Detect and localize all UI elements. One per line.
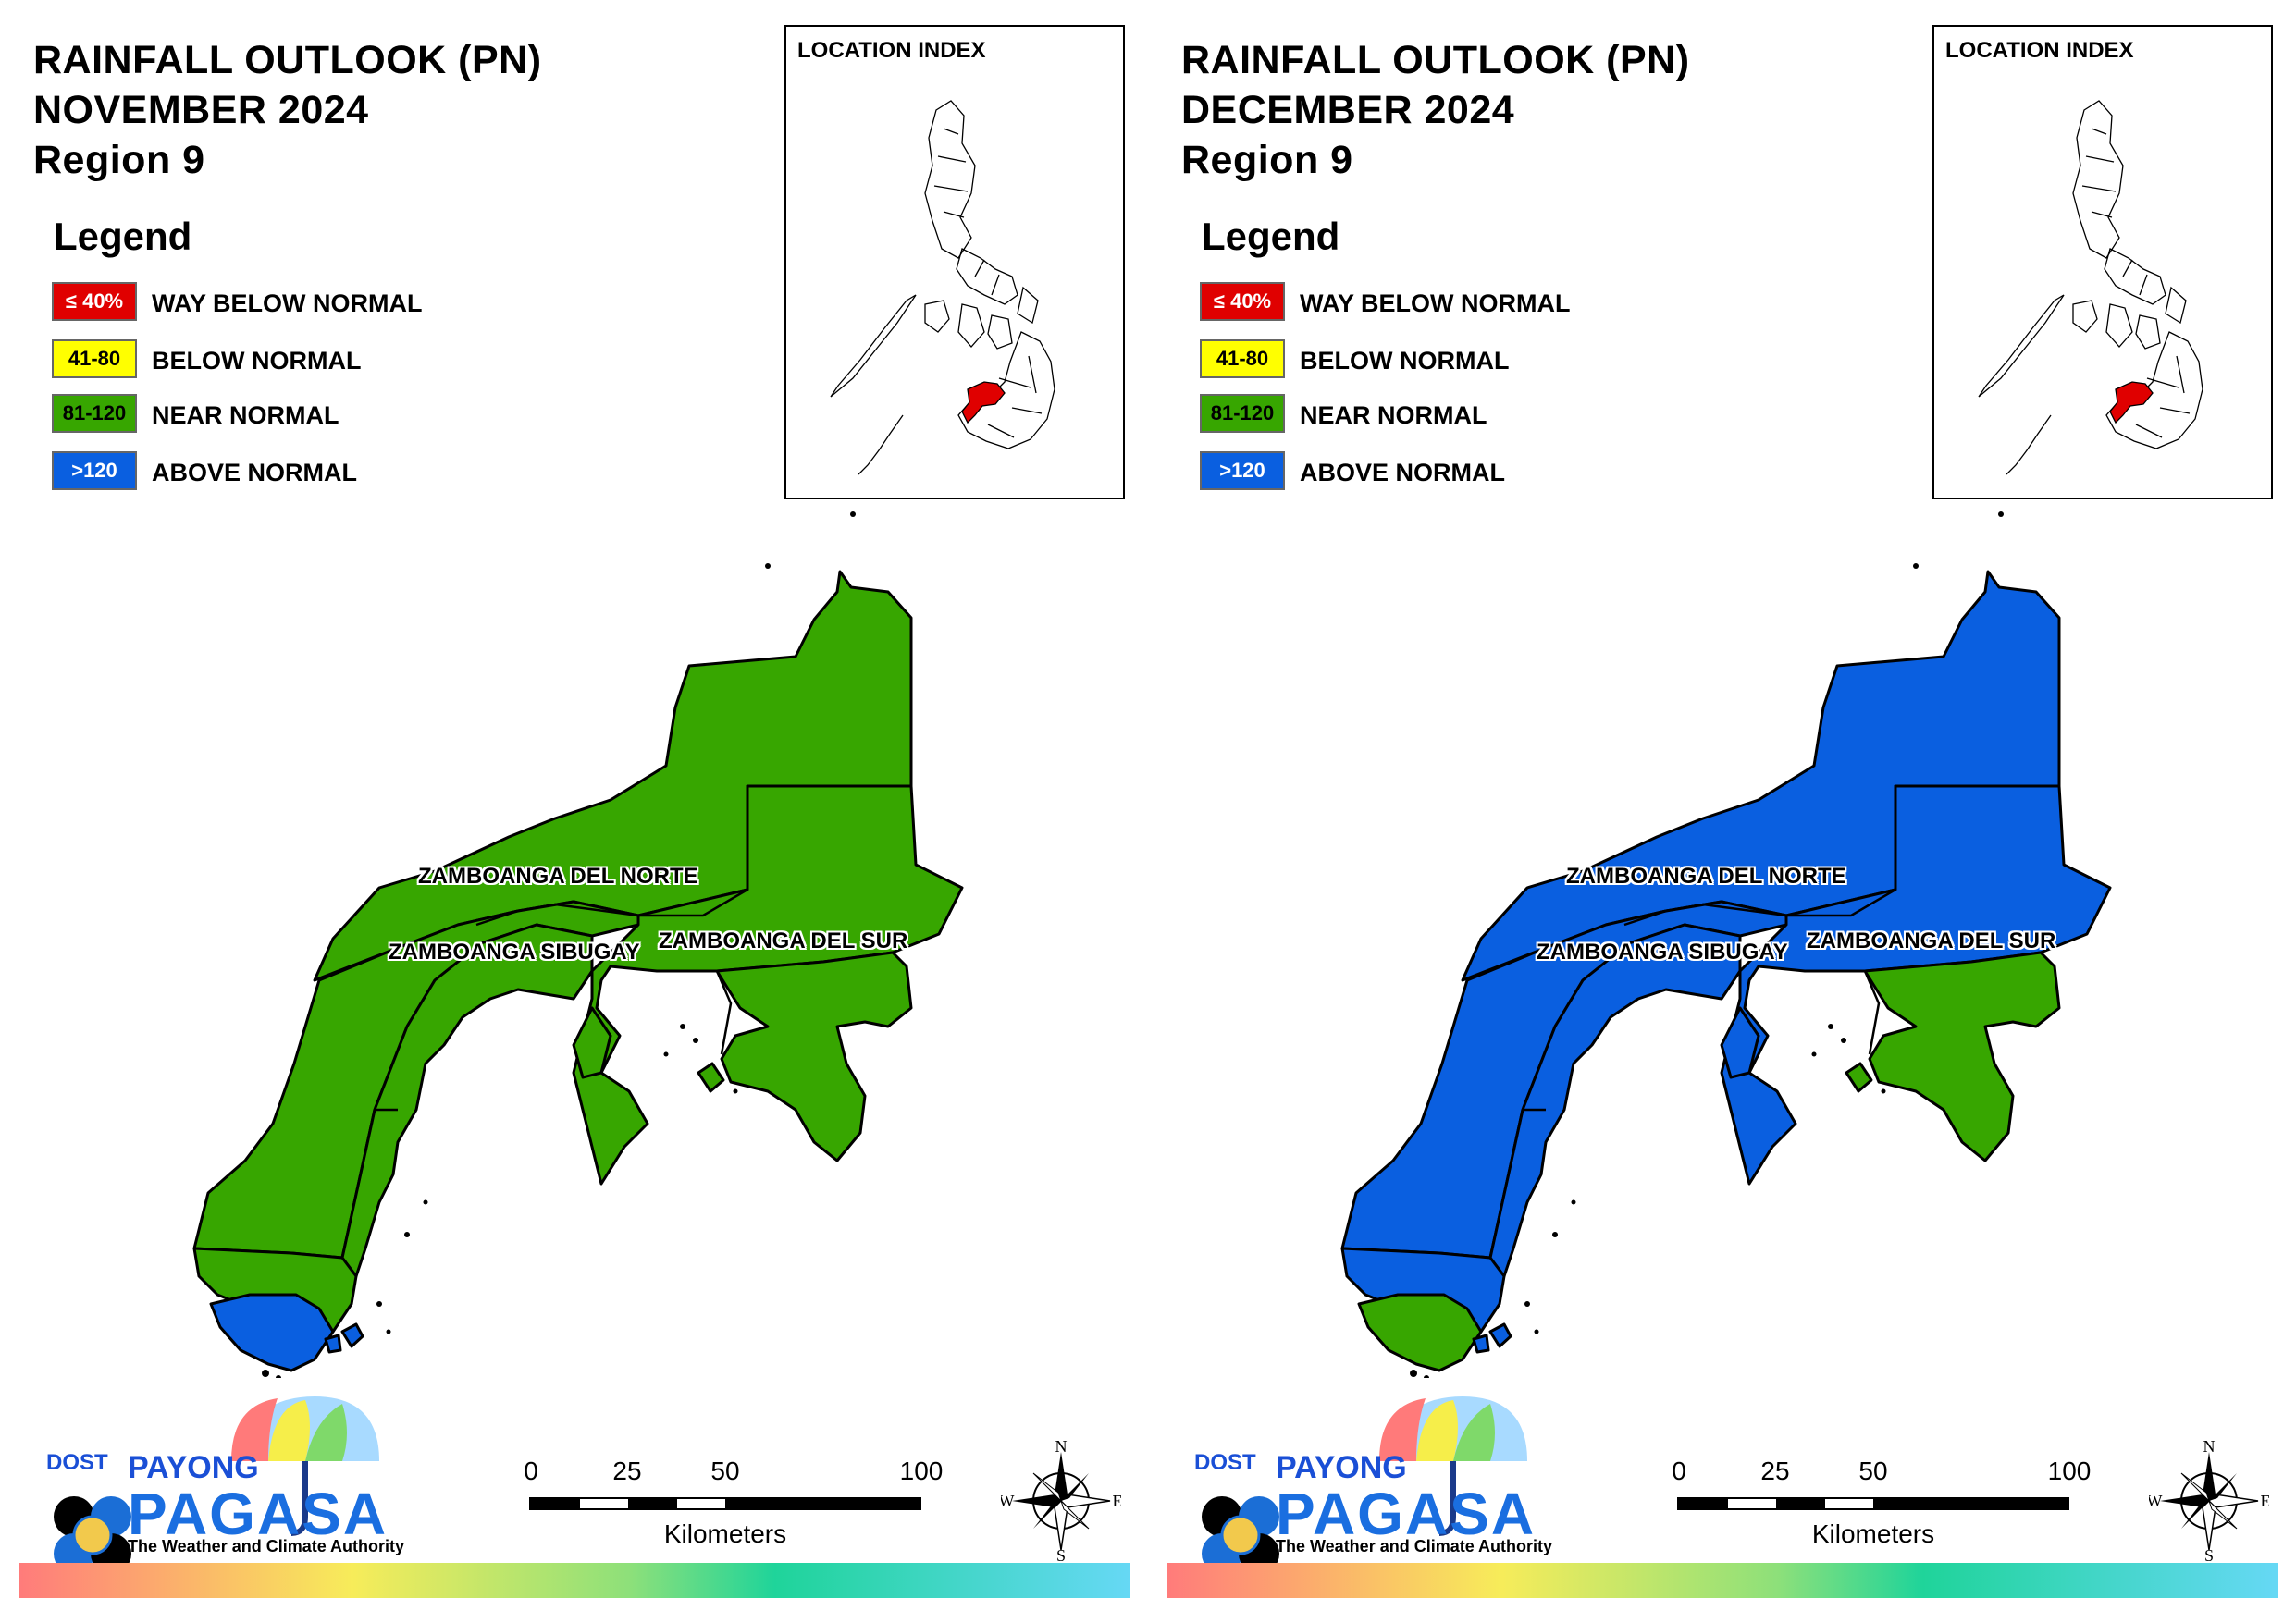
compass-rose-icon: N S E W (2147, 1437, 2271, 1565)
legend-label: WAY BELOW NORMAL (152, 289, 423, 317)
compass-s: S (2204, 1546, 2214, 1561)
umbrella-icon (1202, 1396, 1527, 1572)
payong-pagasa-logo: DOST PAYONG PAGASA The Weather and Clima… (37, 1387, 407, 1572)
title-line-2: DECEMBER 2024 (1181, 88, 1515, 132)
title-line-3: Region 9 (33, 138, 205, 182)
legend-swatch: 41-80 (52, 339, 137, 378)
legend-label: NEAR NORMAL (1300, 401, 1487, 429)
scale-tick: 25 (612, 1457, 642, 1485)
compass-w: W (1001, 1492, 1015, 1510)
map-title: RAINFALL OUTLOOK (PN) NOVEMBER 2024 Regi… (33, 35, 542, 185)
label-zamboanga-del-norte: ZAMBOANGA DEL NORTE (418, 864, 698, 889)
map-title: RAINFALL OUTLOOK (PN) DECEMBER 2024 Regi… (1181, 35, 1690, 185)
location-index-inset: LOCATION INDEX (1932, 25, 2273, 499)
logo-name-top: PAYONG (1276, 1450, 1407, 1485)
scale-tick: 0 (1672, 1457, 1686, 1485)
color-gradient-strip (1167, 1563, 2278, 1598)
logo-tagline: The Weather and Climate Authority (1276, 1537, 1553, 1555)
scale-tick: 50 (710, 1457, 740, 1485)
philippines-outline-map (830, 100, 1055, 475)
logo-tagline: The Weather and Climate Authority (128, 1537, 405, 1555)
compass-rose-icon: N S E W (999, 1437, 1123, 1565)
legend-label: WAY BELOW NORMAL (1300, 289, 1571, 317)
logo-name-top: PAYONG (128, 1450, 259, 1485)
title-line-1: RAINFALL OUTLOOK (PN) (33, 38, 542, 82)
compass-s: S (1056, 1546, 1066, 1561)
compass-n: N (1055, 1441, 1068, 1456)
logo-name-main: PAGASA (128, 1481, 389, 1547)
legend-label: ABOVE NORMAL (1300, 459, 1505, 486)
title-line-3: Region 9 (1181, 138, 1353, 182)
legend-swatch: 81-120 (52, 394, 137, 433)
logo-agency: DOST (46, 1450, 108, 1475)
compass-e: E (1113, 1492, 1122, 1510)
scale-unit: Kilometers (663, 1519, 787, 1548)
legend-swatch: >120 (1200, 451, 1285, 490)
scale-bar-graphic (529, 1497, 921, 1510)
region-9-highlight (2109, 381, 2154, 424)
north-arrow-compass: N S E W (999, 1437, 1123, 1565)
legend-title: Legend (54, 215, 192, 258)
region-9-highlight (961, 381, 1006, 424)
label-zamboanga-del-sur: ZAMBOANGA DEL SUR (659, 928, 908, 953)
legend-swatch: >120 (52, 451, 137, 490)
region-9-map (1340, 511, 2112, 1378)
color-gradient-strip (19, 1563, 1130, 1598)
north-arrow-compass: N S E W (2147, 1437, 2271, 1565)
label-zamboanga-sibugay: ZAMBOANGA SIBUGAY (1537, 940, 1788, 965)
location-index-inset: LOCATION INDEX (784, 25, 1125, 499)
compass-w: W (2149, 1492, 2163, 1510)
legend-swatch: ≤ 40% (1200, 282, 1285, 321)
scale-tick: 50 (1858, 1457, 1888, 1485)
legend-swatch: ≤ 40% (52, 282, 137, 321)
title-line-1: RAINFALL OUTLOOK (PN) (1181, 38, 1690, 82)
scale-bar: 0 25 50 100 Kilometers (1672, 1457, 2091, 1558)
legend-label: BELOW NORMAL (152, 347, 362, 375)
logo-name-main: PAGASA (1276, 1481, 1537, 1547)
payong-pagasa-logo: DOST PAYONG PAGASA The Weather and Clima… (1185, 1387, 1555, 1572)
title-line-2: NOVEMBER 2024 (33, 88, 369, 132)
compass-e: E (2261, 1492, 2270, 1510)
inset-title: LOCATION INDEX (1945, 38, 2134, 63)
legend-title: Legend (1202, 215, 1340, 258)
inset-title: LOCATION INDEX (797, 38, 986, 63)
legend-label: ABOVE NORMAL (152, 459, 357, 486)
scale-tick: 100 (899, 1457, 944, 1485)
scale-unit: Kilometers (1811, 1519, 1935, 1548)
label-zamboanga-del-norte: ZAMBOANGA DEL NORTE (1566, 864, 1846, 889)
outlook-panel-december: RAINFALL OUTLOOK (PN) DECEMBER 2024 Regi… (1148, 0, 2296, 1623)
scale-tick: 100 (2047, 1457, 2092, 1485)
umbrella-icon (54, 1396, 379, 1572)
legend-swatch: 41-80 (1200, 339, 1285, 378)
outlook-panel-november: RAINFALL OUTLOOK (PN) NOVEMBER 2024 Regi… (19, 25, 1130, 1598)
legend-label: NEAR NORMAL (152, 401, 339, 429)
legend-label: BELOW NORMAL (1300, 347, 1510, 375)
scale-bar: 0 25 50 100 Kilometers (524, 1457, 943, 1558)
philippines-outline-map (1978, 100, 2203, 475)
label-zamboanga-sibugay: ZAMBOANGA SIBUGAY (389, 940, 640, 965)
scale-tick: 25 (1760, 1457, 1790, 1485)
scale-bar-graphic (1677, 1497, 2069, 1510)
label-zamboanga-del-sur: ZAMBOANGA DEL SUR (1807, 928, 2056, 953)
region-9-map (192, 511, 964, 1378)
logo-agency: DOST (1194, 1450, 1256, 1475)
compass-n: N (2203, 1441, 2216, 1456)
scale-tick: 0 (524, 1457, 538, 1485)
legend-swatch: 81-120 (1200, 394, 1285, 433)
